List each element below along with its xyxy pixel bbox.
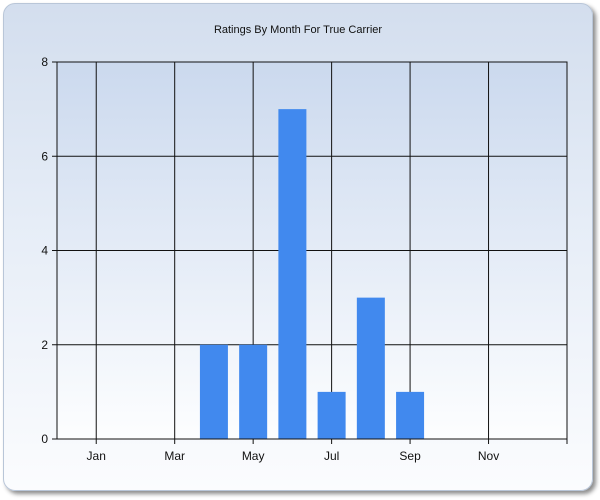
bar-aug xyxy=(356,297,385,439)
bar-apr xyxy=(199,344,228,439)
y-tick-label: 4 xyxy=(41,244,48,258)
y-tick-label: 2 xyxy=(41,338,48,352)
y-tick-label: 6 xyxy=(41,149,48,163)
bar-may xyxy=(239,344,268,439)
y-tick-label: 8 xyxy=(41,55,48,69)
plot-border xyxy=(56,61,568,440)
y-tick-label: 0 xyxy=(41,432,48,446)
x-tick-label: May xyxy=(242,449,265,463)
x-tick-label: Sep xyxy=(399,449,421,463)
axes xyxy=(52,61,568,444)
x-tick-label: Nov xyxy=(478,449,499,463)
x-tick-label: Jul xyxy=(324,449,339,463)
bar-sep xyxy=(396,391,425,439)
chart-title: Ratings By Month For True Carrier xyxy=(214,24,382,36)
gridlines xyxy=(57,61,567,440)
y-tick-labels: 0 2 4 6 8 xyxy=(41,55,48,446)
bar-jun xyxy=(278,109,307,439)
x-tick-label: Mar xyxy=(164,449,185,463)
bars xyxy=(199,109,425,439)
x-tick-labels: Jan Mar May Jul Sep Nov xyxy=(87,449,500,463)
bar-jul xyxy=(317,391,346,439)
x-tick-label: Jan xyxy=(87,449,106,463)
